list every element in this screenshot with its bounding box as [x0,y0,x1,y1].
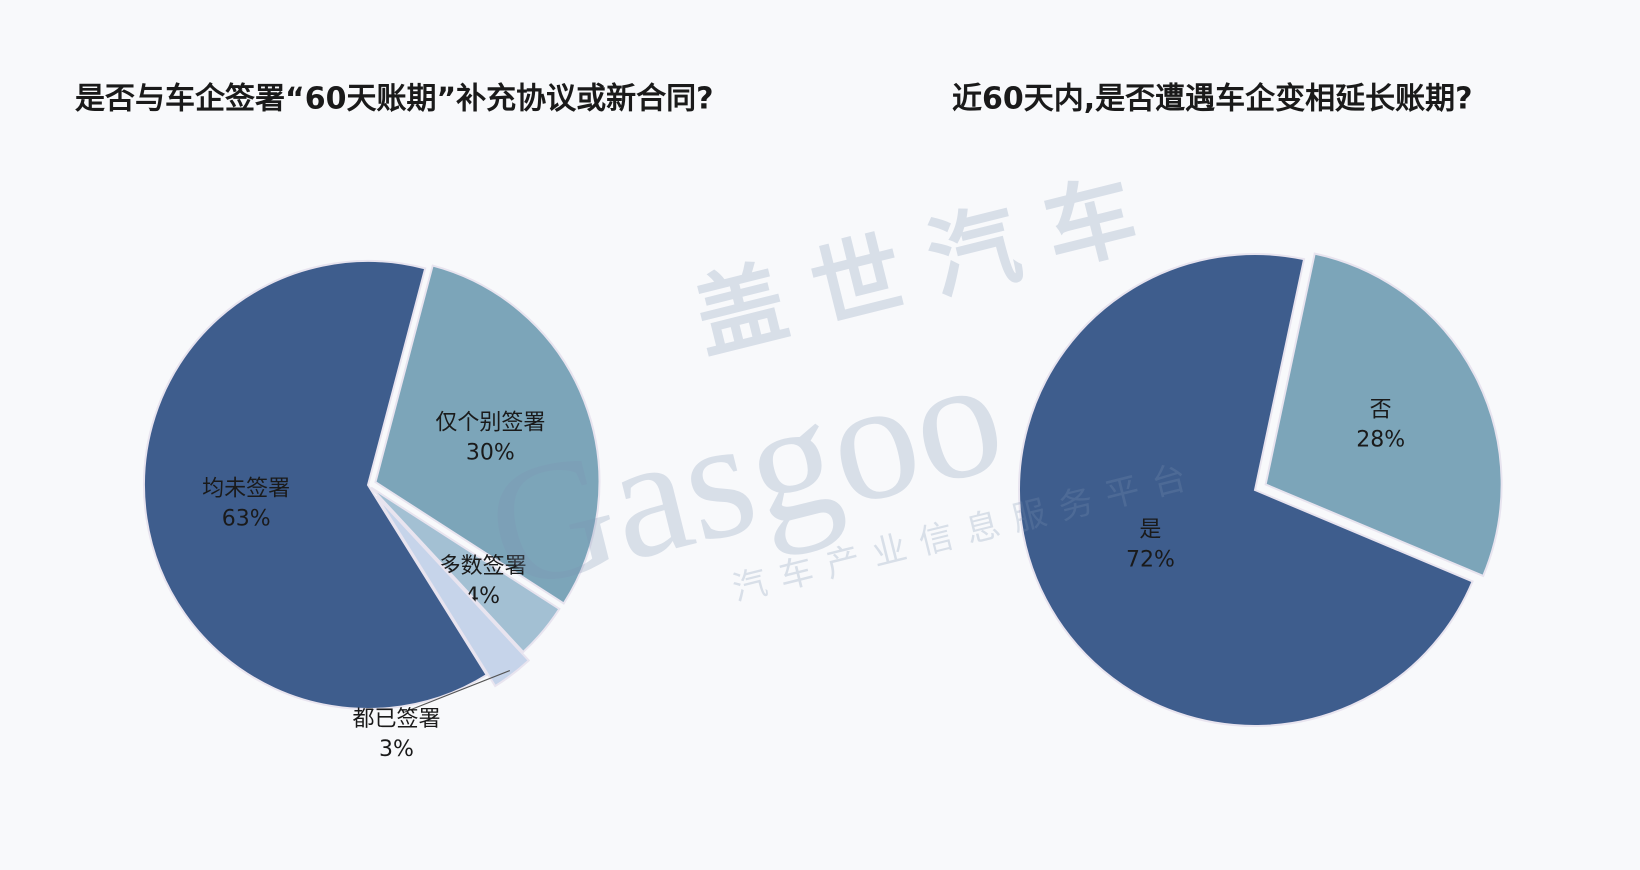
chart-title: 近60天内,是否遭遇车企变相延长账期? [952,82,1473,117]
slice-value: 3% [379,737,414,762]
slice-value: 72% [1126,548,1175,573]
pie-slice [1264,252,1503,578]
slice-value: 63% [222,506,271,531]
pie-slice [374,264,601,605]
slice-value: 28% [1356,427,1405,452]
slice-label: 是 [1139,518,1161,543]
slice-label: 仅个别签署 [435,411,545,436]
slice-label: 均未签署 [202,476,290,501]
pie-slice [1018,253,1474,727]
slice-label: 多数签署 [439,554,527,579]
pie-slice [143,260,489,710]
slice-label: 否 [1370,397,1392,422]
pie-slice [370,486,561,654]
chart-title: 是否与车企签署“60天账期”补充协议或新合同? [75,82,714,117]
leader-line [404,669,511,713]
pie-slice [375,495,531,688]
slice-value: 30% [466,441,515,466]
slice-label: 都已签署 [352,707,440,732]
